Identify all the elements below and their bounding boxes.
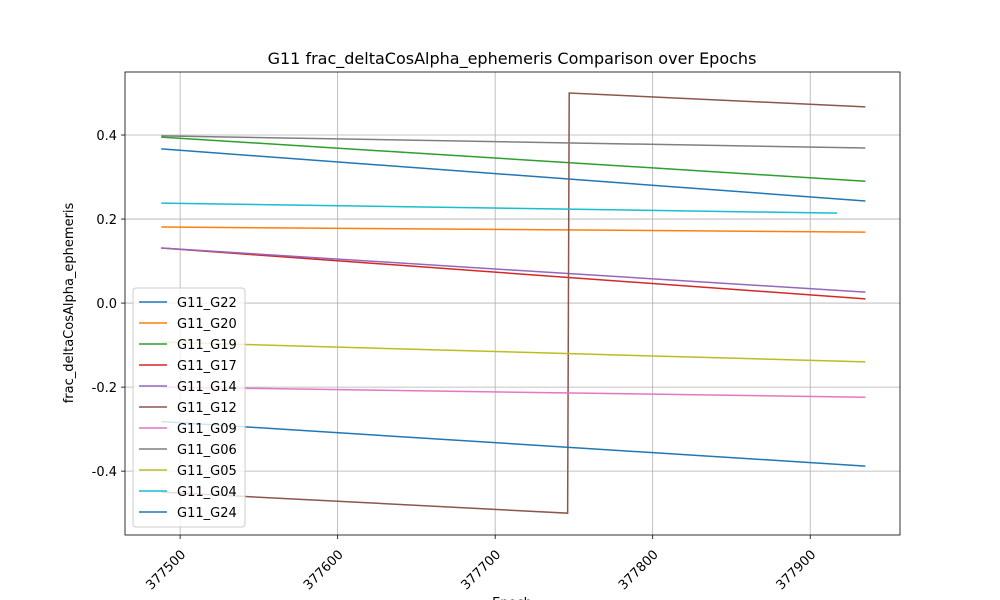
series-line [161, 247, 866, 293]
legend-label: G11_G05 [177, 464, 237, 479]
series-line [161, 148, 866, 202]
legend-label: G11_G17 [177, 359, 237, 374]
legend-label: G11_G06 [177, 443, 237, 458]
plot-frame [124, 71, 901, 536]
legend-label: G11_G24 [177, 506, 237, 521]
y-tick-label: 0.2 [96, 213, 117, 228]
x-axis-label: Epoch [492, 596, 532, 600]
legend-label: G11_G12 [177, 401, 237, 416]
legend-label: G11_G09 [177, 422, 237, 437]
series-line [161, 247, 866, 300]
series-line [161, 420, 866, 467]
y-tick-label: -0.2 [92, 381, 117, 396]
series-line [161, 341, 866, 363]
y-axis-label: frac_deltaCosAlpha_ephemeris [62, 202, 77, 403]
y-tick-label: 0.0 [96, 297, 117, 312]
legend-label: G11_G14 [177, 380, 237, 395]
series-line [161, 386, 866, 398]
series-line [161, 202, 838, 214]
y-tick-label: -0.4 [92, 465, 117, 480]
legend-label: G11_G22 [177, 296, 237, 311]
series-line [161, 226, 866, 233]
legend-box [132, 287, 246, 528]
chart-title: G11 frac_deltaCosAlpha_ephemeris Compari… [268, 49, 757, 69]
series-line [161, 92, 866, 514]
series-line [161, 136, 866, 182]
legend-label: G11_G20 [177, 317, 237, 332]
legend-label: G11_G04 [177, 485, 237, 500]
series-line [161, 135, 866, 149]
legend-label: G11_G19 [177, 338, 237, 353]
y-tick-label: 0.4 [96, 129, 117, 144]
